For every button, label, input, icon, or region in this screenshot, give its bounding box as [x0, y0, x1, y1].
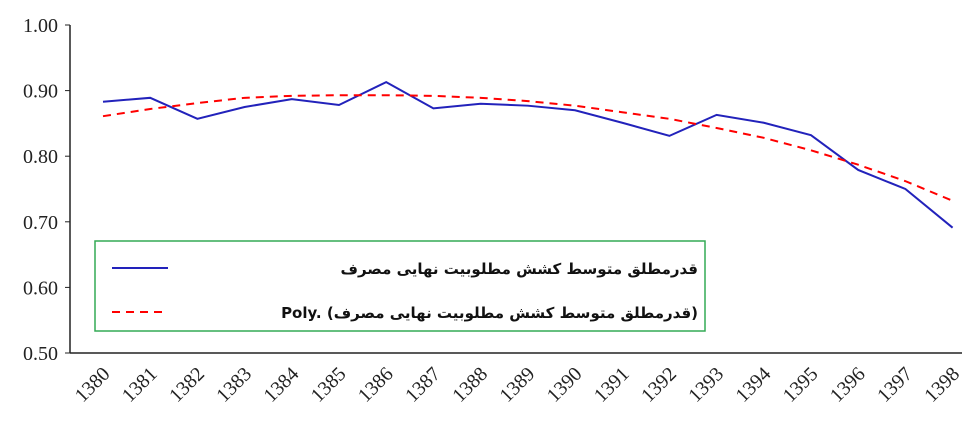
x-tick-label: 1389	[495, 363, 539, 407]
y-tick-label: 0.80	[23, 146, 58, 168]
series-line	[102, 94, 953, 202]
x-tick-label: 1380	[71, 363, 115, 407]
x-tick-label: 1388	[448, 363, 492, 407]
legend: قدرمطلق متوسط کشش مطلوبیت نهایی مصرف Poly…	[94, 240, 706, 332]
y-tick-label: 0.90	[23, 81, 58, 103]
x-tick-label: 1395	[779, 363, 823, 407]
x-tick-label: 1397	[873, 363, 917, 407]
x-tick-label: 1394	[731, 363, 775, 407]
x-tick-label: 1390	[543, 363, 587, 407]
x-tick-label: 1383	[212, 363, 256, 407]
y-tick-label: 0.60	[23, 277, 58, 299]
legend-label: قدرمطلق متوسط کشش مطلوبیت نهایی مصرف	[341, 260, 698, 278]
x-tick-label: 1391	[590, 363, 634, 407]
y-tick-label: 1.00	[23, 15, 58, 37]
x-tick-label: 1387	[401, 363, 445, 407]
x-tick-label: 1381	[118, 363, 162, 407]
y-tick-label: 0.50	[23, 343, 58, 365]
x-tick-label: 1385	[307, 363, 351, 407]
x-tick-label: 1398	[920, 363, 964, 407]
x-tick-label: 1393	[684, 363, 728, 407]
series-line	[102, 80, 954, 229]
legend-label: Poly. (قدرمطلق متوسط کشش مطلوبیت نهایی م…	[281, 304, 698, 322]
y-tick-label: 0.70	[23, 212, 58, 234]
x-tick-label: 1392	[637, 363, 681, 407]
x-tick-label: 1386	[354, 363, 398, 407]
legend-box	[94, 240, 706, 332]
x-tick-label: 1396	[826, 363, 870, 407]
x-tick-label: 1384	[259, 363, 303, 407]
x-tick-label: 1382	[165, 363, 209, 407]
